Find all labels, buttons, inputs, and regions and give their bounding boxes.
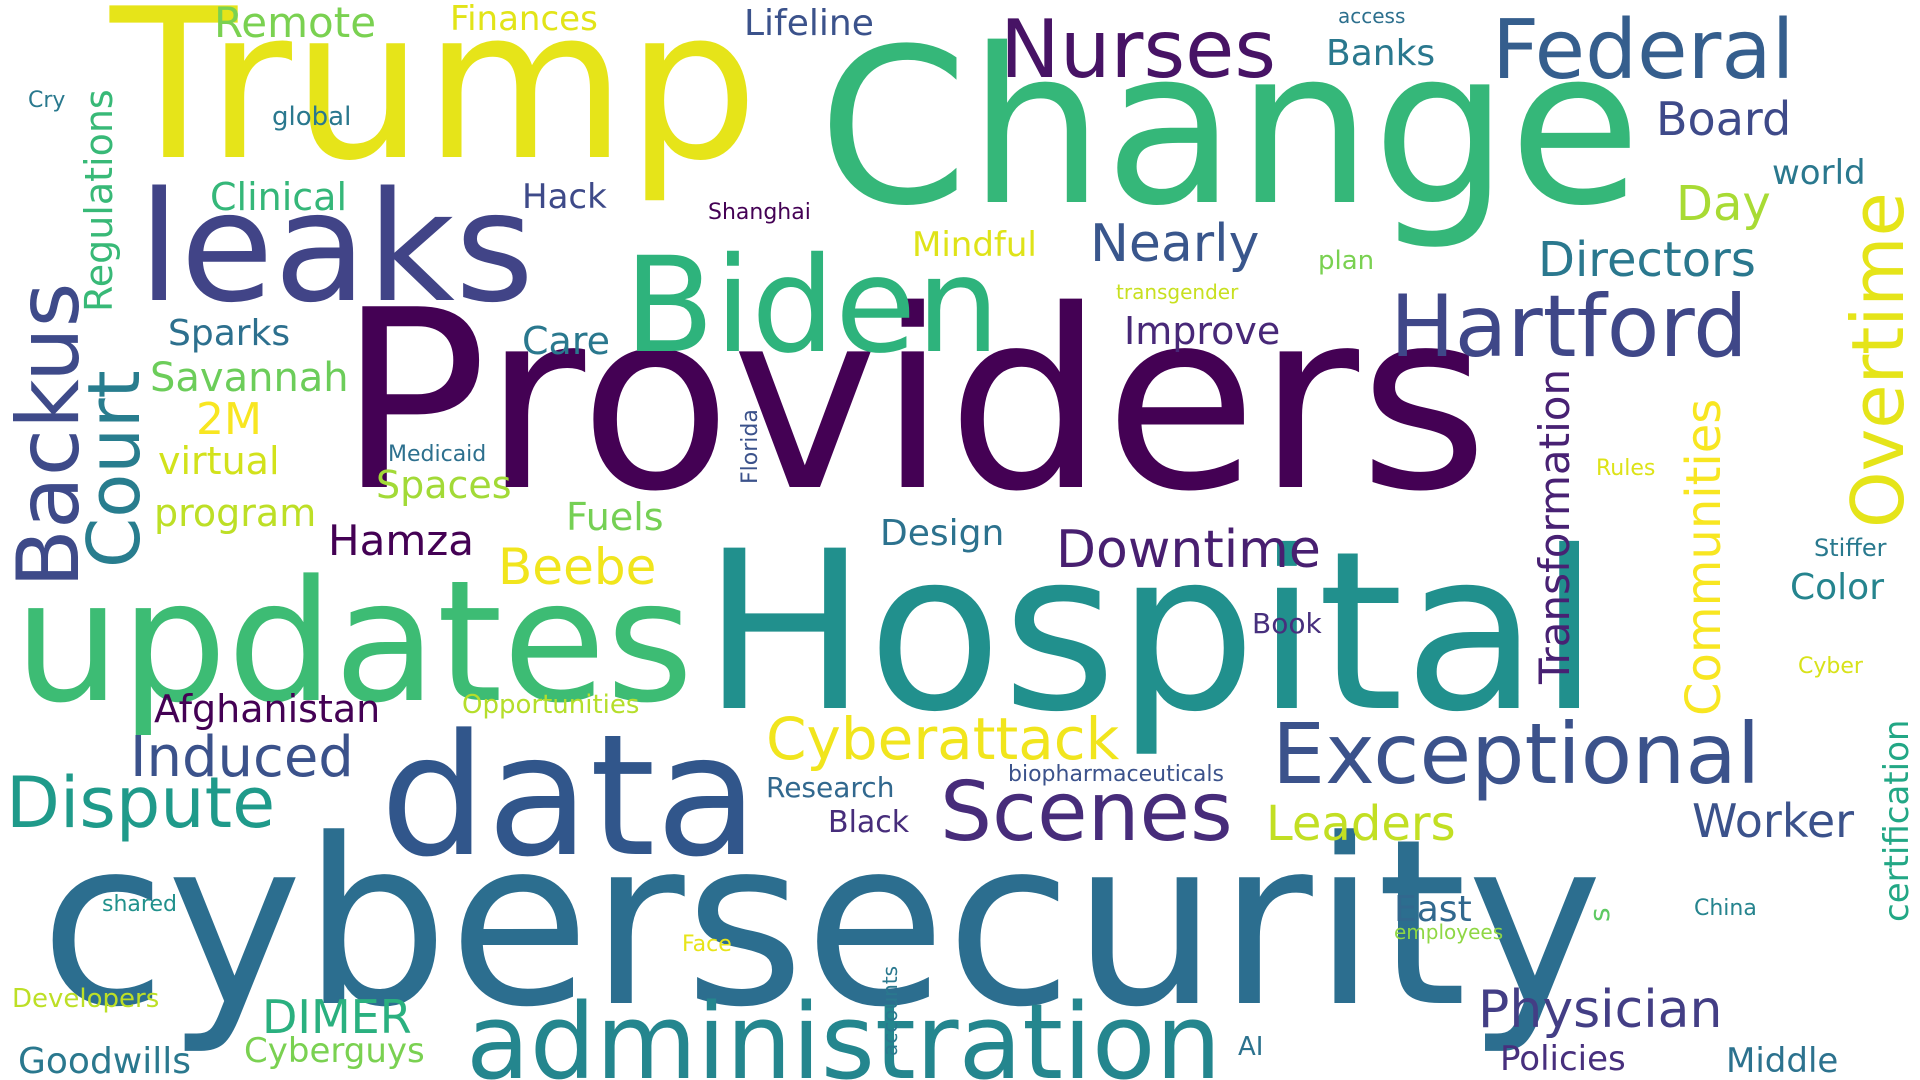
- word-developers: Developers: [12, 984, 160, 1014]
- word-remote: Remote: [214, 0, 377, 47]
- word-china: China: [1694, 896, 1757, 921]
- word-plan: plan: [1318, 246, 1375, 276]
- word-care: Care: [522, 319, 610, 363]
- word-worker: Worker: [1692, 794, 1855, 848]
- word-regulations: Regulations: [77, 89, 121, 312]
- word-exceptional: Exceptional: [1272, 705, 1761, 803]
- word-lifeline: Lifeline: [744, 3, 874, 44]
- word-federal: Federal: [1492, 3, 1795, 98]
- word-virtual: virtual: [158, 439, 280, 483]
- word-leaders: Leaders: [1266, 796, 1456, 852]
- word-accounts: accounts: [878, 965, 902, 1056]
- word-rules: Rules: [1596, 456, 1656, 481]
- word-policies: Policies: [1500, 1039, 1626, 1079]
- word-communities: Communities: [1676, 398, 1732, 716]
- word-certification: certification: [1877, 719, 1917, 922]
- word-goodwills: Goodwills: [18, 1041, 192, 1080]
- word-administration: administration: [466, 981, 1222, 1080]
- word-nurses: Nurses: [1000, 3, 1277, 96]
- word-physician: Physician: [1478, 980, 1723, 1040]
- word-leaks: leaks: [138, 159, 535, 336]
- word-dimer: DIMER: [262, 990, 412, 1044]
- word-black: Black: [828, 805, 910, 840]
- word-improve: Improve: [1124, 309, 1281, 353]
- word-hamza: Hamza: [328, 516, 475, 565]
- word-research: Research: [766, 771, 895, 804]
- word-mindful: Mindful: [912, 225, 1037, 265]
- word-shanghai: Shanghai: [708, 200, 811, 225]
- word-updates: updates: [14, 544, 694, 740]
- word-cybersecurity: cybersecurity: [40, 791, 1603, 1058]
- word-data: data: [380, 698, 759, 894]
- word-opportunities: Opportunities: [462, 690, 640, 720]
- word-hartford: Hartford: [1390, 277, 1748, 377]
- word-board: Board: [1656, 92, 1792, 146]
- word-sparks: Sparks: [168, 313, 291, 354]
- word-design: Design: [880, 513, 1005, 554]
- word-savannah: Savannah: [150, 355, 349, 401]
- word-dispute: Dispute: [6, 762, 276, 844]
- word-ai: AI: [1238, 1032, 1264, 1062]
- word-2m: 2M: [196, 394, 262, 445]
- word-change: Change: [818, 2, 1642, 253]
- word-banks: Banks: [1326, 33, 1436, 74]
- word-clinical: Clinical: [210, 175, 348, 219]
- word-world: world: [1772, 153, 1866, 193]
- word-hospital: Hospital: [702, 504, 1600, 760]
- word-directors: Directors: [1538, 232, 1756, 288]
- word-afghanistan: Afghanistan: [154, 687, 381, 731]
- word-employees: employees: [1394, 920, 1504, 944]
- word-florida: Florida: [738, 409, 763, 484]
- word-downtime: Downtime: [1056, 520, 1321, 580]
- word-book: Book: [1252, 607, 1322, 640]
- word-biopharmaceuticals: biopharmaceuticals: [1008, 762, 1224, 787]
- word-global: global: [272, 102, 352, 132]
- word-biden: Biden: [624, 229, 1000, 383]
- word-program: program: [154, 491, 317, 535]
- word-hack: Hack: [522, 177, 607, 217]
- word-scenes: Scenes: [940, 765, 1233, 860]
- word-day: Day: [1676, 176, 1771, 232]
- word-color: Color: [1790, 567, 1884, 608]
- word-trump: Trump: [110, 0, 759, 207]
- word-cyberattack: Cyberattack: [766, 705, 1120, 773]
- word-shared: shared: [102, 892, 177, 917]
- word-beebe: Beebe: [498, 538, 657, 596]
- word-cyber: Cyber: [1798, 654, 1863, 679]
- word-east: East: [1394, 889, 1472, 930]
- word-induced: Induced: [130, 725, 354, 790]
- word-cyberguys: Cyberguys: [244, 1031, 425, 1071]
- word-court: Court: [72, 370, 156, 568]
- word-access: access: [1338, 4, 1406, 28]
- word-cry: Cry: [28, 88, 66, 113]
- word-middle: Middle: [1726, 1041, 1839, 1080]
- word-nearly: Nearly: [1090, 214, 1260, 274]
- word-transformation: Transformation: [1530, 368, 1579, 684]
- word-transgender: transgender: [1116, 280, 1239, 304]
- word-providers: Providers: [338, 258, 1489, 546]
- word-s: s: [1583, 907, 1616, 922]
- word-medicaid: Medicaid: [388, 442, 487, 467]
- word-fuels: Fuels: [566, 495, 664, 539]
- word-face: Face: [682, 932, 732, 957]
- word-spaces: Spaces: [376, 463, 512, 507]
- word-overtime: Overtime: [1836, 192, 1920, 528]
- word-stiffer: Stiffer: [1814, 534, 1887, 562]
- word-finances: Finances: [450, 0, 598, 39]
